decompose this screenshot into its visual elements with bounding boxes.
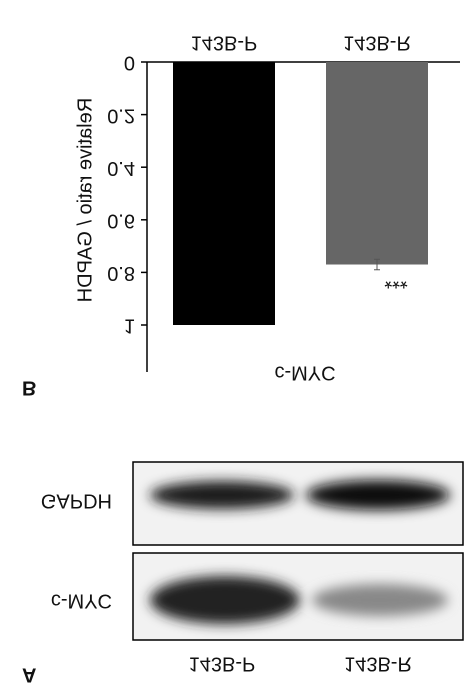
bar — [173, 62, 275, 325]
y-tick-label: 0 — [124, 52, 135, 74]
y-tick-label: 0.2 — [107, 104, 135, 126]
y-tick-label: 0.4 — [107, 157, 135, 179]
lane-label: 143B-P — [189, 653, 256, 675]
y-tick-label: 0.6 — [107, 210, 135, 232]
blot-bands — [150, 480, 450, 624]
row-label: GAPDH — [41, 490, 112, 512]
lane-label: 143B-R — [344, 653, 412, 675]
y-tick-label: 0.8 — [107, 262, 135, 284]
band — [306, 480, 450, 510]
bar — [326, 62, 428, 265]
x-tick-label: 143B-R — [343, 32, 411, 54]
y-tick-label: 1 — [124, 315, 135, 337]
x-tick-label: 143B-P — [191, 32, 258, 54]
row-label: c-MYC — [51, 590, 112, 612]
y-axis-title: Relative ratio / GAPDH — [74, 98, 96, 303]
annotation: *** — [384, 270, 408, 292]
band — [312, 584, 448, 616]
panel-label: A — [22, 664, 36, 686]
x-axis-title: c-MYC — [274, 362, 335, 384]
flipped-figure: 0 0.2 0.4 0.6 0.8 1 143B-P 143B-R *** c-MYC Relati… — [22, 32, 464, 686]
panel-label: B — [22, 377, 36, 399]
band — [150, 576, 300, 624]
band — [150, 481, 294, 509]
